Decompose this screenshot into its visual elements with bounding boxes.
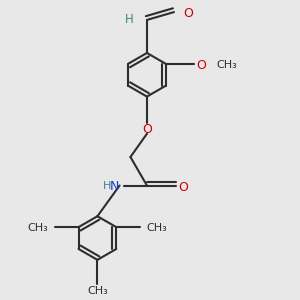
Text: H: H <box>125 13 134 26</box>
Text: N: N <box>110 180 120 193</box>
Text: CH₃: CH₃ <box>216 60 237 70</box>
Text: O: O <box>184 7 194 20</box>
Text: O: O <box>197 59 207 72</box>
Text: CH₃: CH₃ <box>147 223 167 233</box>
Text: O: O <box>178 181 188 194</box>
Text: CH₃: CH₃ <box>27 223 48 233</box>
Text: CH₃: CH₃ <box>87 286 108 296</box>
Text: O: O <box>142 124 152 136</box>
Text: H: H <box>103 181 112 190</box>
